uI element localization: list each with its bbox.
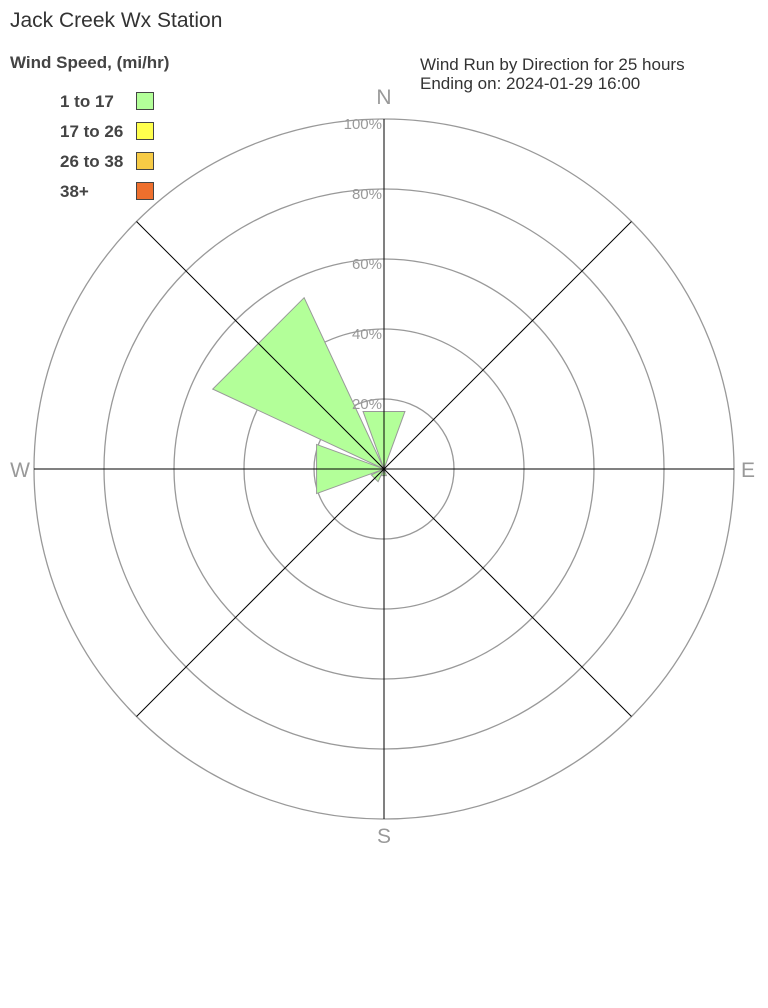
legend-swatch: [136, 122, 154, 140]
radial-tick-label: 80%: [352, 186, 382, 203]
legend-label: 26 to 38: [60, 152, 124, 171]
spoke-line: [383, 468, 632, 717]
radial-tick-label: 20%: [352, 396, 382, 413]
compass-label-N: N: [376, 86, 391, 109]
spoke-line: [136, 221, 385, 470]
spoke-line: [136, 468, 385, 717]
legend-label: 17 to 26: [60, 122, 124, 141]
legend-title: Wind Speed, (mi/hr): [10, 53, 170, 72]
chart-subtitle-line-2: Ending on: 2024-01-29 16:00: [420, 74, 641, 93]
radial-tick-label: 40%: [352, 326, 382, 343]
compass-label-W: W: [10, 459, 30, 482]
chart-title: Jack Creek Wx Station: [10, 9, 223, 32]
legend-swatch: [136, 92, 154, 110]
radial-tick-label: 100%: [344, 116, 382, 133]
compass-label-E: E: [741, 459, 755, 482]
legend-swatch: [136, 182, 154, 200]
spoke-line: [383, 221, 632, 470]
legend-label: 1 to 17: [60, 92, 114, 111]
compass-label-S: S: [377, 825, 391, 848]
legend-swatch: [136, 152, 154, 170]
legend-label: 38+: [60, 182, 89, 201]
chart-subtitle-line-1: Wind Run by Direction for 25 hours: [420, 55, 685, 74]
radial-tick-label: 60%: [352, 256, 382, 273]
